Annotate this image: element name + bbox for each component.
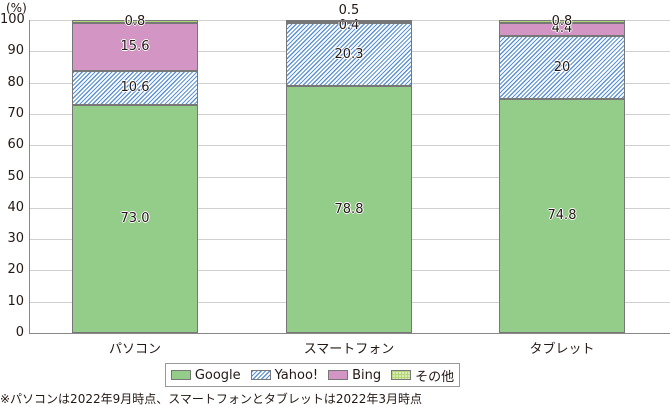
value-label: 20	[553, 59, 571, 75]
y-tick-label: 90	[7, 43, 24, 59]
y-tick-label: 80	[7, 74, 24, 90]
y-tick-label: 100	[0, 12, 25, 27]
y-tick-label: 10	[7, 293, 24, 309]
value-label: 74.8	[547, 207, 577, 223]
bar-segment-google	[72, 104, 198, 333]
legend-swatch-google	[170, 370, 191, 380]
value-label: 20.3	[334, 46, 364, 62]
legend-item-other: その他	[391, 366, 454, 385]
bar-segment-bing	[286, 21, 412, 24]
legend: Google Yahoo! Bing その他	[165, 363, 460, 387]
y-tick-label: 20	[7, 262, 24, 278]
y-tick-label: 50	[7, 168, 24, 184]
x-category-label: パソコン	[108, 342, 161, 357]
x-category-label: タブレット	[529, 342, 595, 357]
value-label: 78.8	[334, 201, 364, 217]
legend-label: その他	[415, 369, 455, 385]
y-tick-label: 70	[7, 105, 24, 121]
x-axis-line	[29, 333, 670, 334]
legend-swatch-bing	[328, 370, 349, 380]
footnote: ※パソコンは2022年9月時点、スマートフォンとタブレットは2022年3月時点	[0, 392, 423, 406]
y-tick-label: 30	[7, 231, 24, 247]
legend-swatch-other	[391, 370, 412, 380]
legend-item-google: Google	[170, 367, 241, 383]
legend-label: Bing	[352, 367, 382, 383]
y-axis-unit: (%)	[6, 1, 27, 15]
legend-item-yahoo: Yahoo!	[250, 367, 319, 383]
bar-segment-bing	[499, 22, 625, 37]
value-label: 15.6	[120, 38, 150, 54]
bar-segment-yahoo	[72, 71, 198, 105]
legend-label: Google	[194, 367, 241, 383]
y-tick-label: 60	[7, 137, 24, 153]
legend-label: Yahoo!	[274, 367, 319, 383]
bar-segment-other	[286, 20, 412, 22]
bar-segment-yahoo	[286, 22, 412, 87]
y-tick-label: 0	[15, 325, 24, 340]
bar-segment-bing	[72, 22, 198, 72]
legend-swatch-yahoo	[250, 370, 271, 380]
bar-segment-google	[286, 86, 412, 333]
legend-item-bing: Bing	[328, 368, 381, 383]
y-tick-label: 40	[7, 199, 24, 215]
y-axis-line	[29, 20, 30, 334]
value-label: 0.8	[551, 14, 573, 29]
value-label: 0.4	[338, 18, 360, 34]
x-category-label: スマートフォン	[303, 342, 395, 357]
value-label: 10.6	[120, 79, 150, 95]
bar-segment-google	[499, 98, 625, 333]
bar-segment-other	[72, 20, 198, 23]
value-label: 0.5	[338, 3, 360, 18]
bar-segment-other	[499, 20, 625, 23]
bar-segment-yahoo	[499, 36, 625, 99]
value-label: 4.4	[551, 21, 573, 37]
value-label: 73.0	[120, 210, 150, 226]
value-label: 0.8	[124, 14, 146, 29]
